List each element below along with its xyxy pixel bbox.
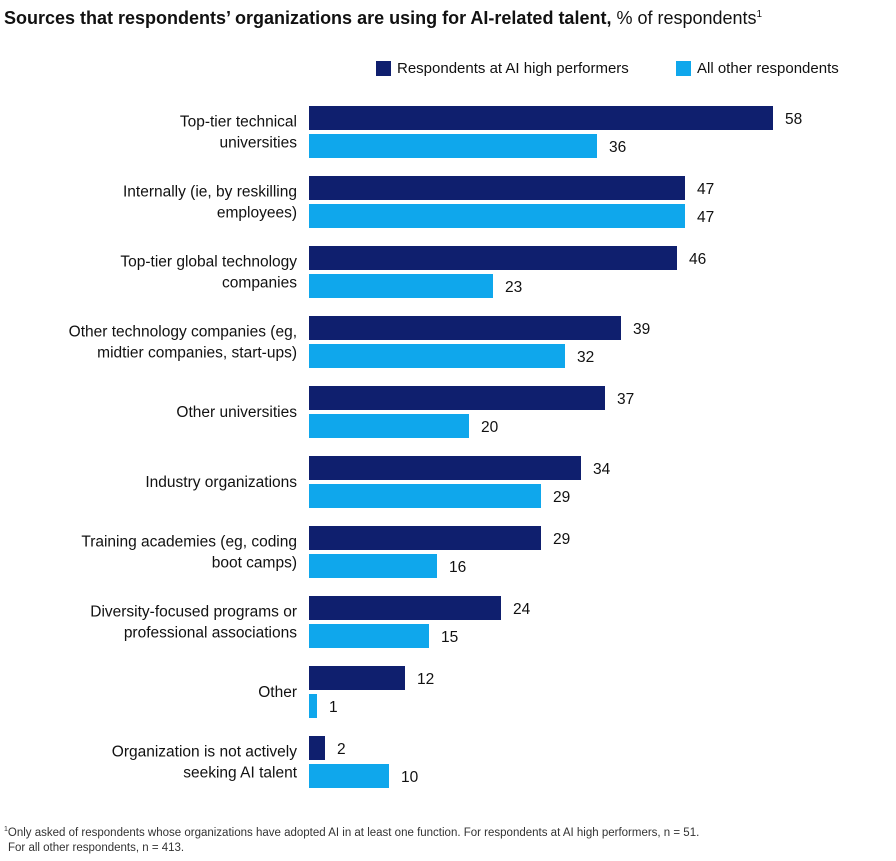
data-label-other-respondents: 36 [609, 139, 626, 156]
data-label-high-performers: 34 [593, 461, 611, 478]
data-label-other-respondents: 1 [329, 699, 338, 716]
bar-high-performers [309, 666, 405, 690]
chart-title: Sources that respondents’ organizations … [4, 8, 762, 29]
category-label: employees) [217, 205, 297, 222]
bar-high-performers [309, 736, 325, 760]
category-label: professional associations [124, 625, 297, 642]
footnote-marker: 1 [4, 826, 8, 833]
data-label-high-performers: 12 [417, 671, 434, 688]
category-label: seeking AI talent [183, 765, 297, 782]
bar-other-respondents [309, 134, 597, 158]
data-label-high-performers: 24 [513, 601, 531, 618]
data-label-other-respondents: 32 [577, 349, 594, 366]
data-label-other-respondents: 16 [449, 559, 466, 576]
legend-label-other-respondents: All other respondents [697, 59, 839, 77]
title-main: Sources that respondents’ organizations … [4, 8, 612, 28]
legend-item-other-respondents: All other respondents [676, 59, 839, 77]
category-label: Industry organizations [145, 474, 297, 491]
data-label-other-respondents: 15 [441, 629, 458, 646]
category-label: Other universities [176, 404, 297, 421]
bar-other-respondents [309, 554, 437, 578]
title-unit: % of respondents [611, 8, 757, 28]
bar-other-respondents [309, 624, 429, 648]
bar-high-performers [309, 316, 621, 340]
data-label-other-respondents: 23 [505, 279, 522, 296]
data-label-high-performers: 39 [633, 321, 650, 338]
data-label-high-performers: 2 [337, 741, 346, 758]
legend-swatch-high-performers [376, 60, 391, 76]
data-label-other-respondents: 29 [553, 489, 570, 506]
bar-other-respondents [309, 484, 541, 508]
category-label: companies [222, 275, 297, 292]
legend-swatch-other-respondents [676, 60, 691, 76]
category-label: Other technology companies (eg, [69, 324, 297, 341]
data-label-high-performers: 58 [785, 111, 802, 128]
footnote-line-2: For all other respondents, n = 413. [8, 841, 185, 854]
category-label: Top-tier technical [180, 114, 297, 131]
bar-other-respondents [309, 414, 469, 438]
data-label-other-respondents: 10 [401, 769, 419, 786]
category-label: Training academies (eg, coding [81, 534, 297, 551]
bar-high-performers [309, 106, 773, 130]
data-label-other-respondents: 47 [697, 209, 714, 226]
data-label-high-performers: 37 [617, 391, 634, 408]
bar-high-performers [309, 456, 581, 480]
legend-label-high-performers: Respondents at AI high performers [397, 59, 629, 77]
bar-other-respondents [309, 764, 389, 788]
bar-high-performers [309, 596, 501, 620]
category-label: Top-tier global technology [120, 254, 297, 271]
data-label-high-performers: 46 [689, 251, 706, 268]
legend-item-high-performers: Respondents at AI high performers [376, 59, 629, 77]
bar-high-performers [309, 176, 685, 200]
category-label: boot camps) [212, 555, 297, 572]
bar-high-performers [309, 526, 541, 550]
category-label: Internally (ie, by reskilling [123, 184, 297, 201]
category-label: midtier companies, start-ups) [97, 345, 297, 362]
data-label-other-respondents: 20 [481, 419, 499, 436]
footnote-line-1: 1Only asked of respondents whose organiz… [4, 822, 699, 841]
bar-high-performers [309, 386, 605, 410]
bar-chart: Top-tier technical universities 58 36 Intern… [69, 106, 802, 788]
category-label: universities [219, 135, 297, 152]
bar-high-performers [309, 246, 677, 270]
footnote: 1Only asked of respondents whose organiz… [4, 822, 699, 856]
bar-other-respondents [309, 694, 317, 718]
category-label: Organization is not actively [112, 744, 297, 761]
title-footnote-marker: 1 [756, 9, 763, 20]
footnote-text-1: Only asked of respondents whose organiza… [7, 826, 700, 839]
category-label: Other [258, 684, 297, 701]
data-label-high-performers: 47 [697, 181, 714, 198]
data-label-high-performers: 29 [553, 531, 570, 548]
category-label: Diversity-focused programs or [90, 604, 297, 621]
bar-other-respondents [309, 344, 565, 368]
bar-other-respondents [309, 274, 493, 298]
bar-other-respondents [309, 204, 685, 228]
